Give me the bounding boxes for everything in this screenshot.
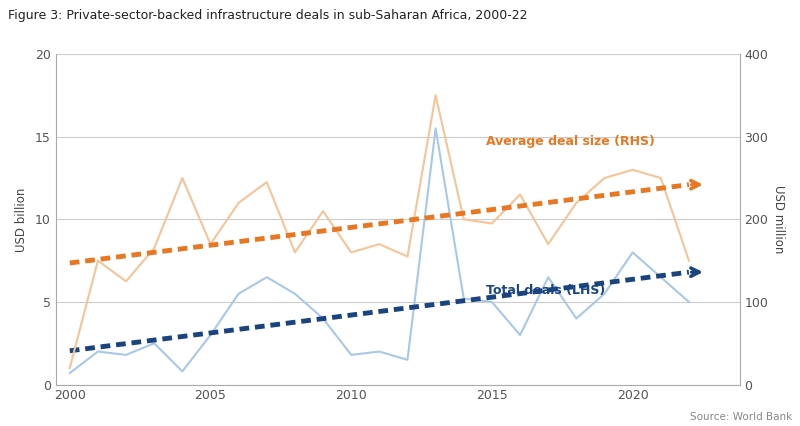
Text: Average deal size (RHS): Average deal size (RHS) [486,135,655,148]
Y-axis label: USD million: USD million [772,185,785,253]
Y-axis label: USD billion: USD billion [15,187,28,251]
Text: Total deals (LHS): Total deals (LHS) [486,284,606,297]
Text: Source: World Bank: Source: World Bank [690,412,792,422]
Text: Figure 3: Private-sector-backed infrastructure deals in sub-Saharan Africa, 2000: Figure 3: Private-sector-backed infrastr… [8,9,527,22]
